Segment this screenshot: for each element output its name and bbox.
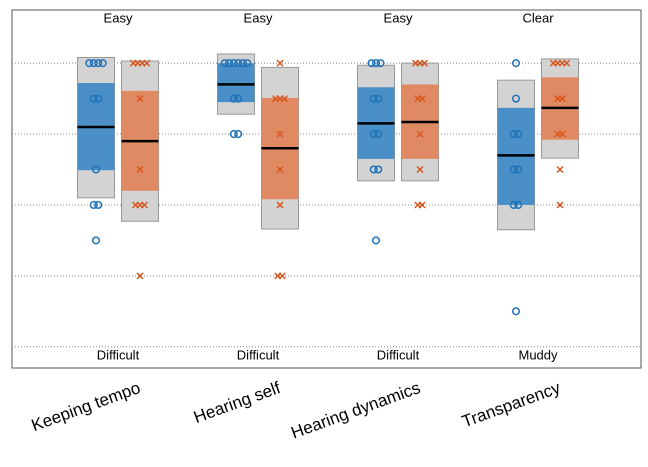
x-stroke	[141, 201, 148, 209]
point	[276, 59, 284, 67]
point	[220, 59, 229, 68]
point	[514, 130, 523, 139]
point	[276, 130, 284, 138]
point	[136, 166, 144, 173]
point	[558, 95, 566, 103]
x-tick-label: Hearing self	[191, 378, 283, 427]
point	[367, 59, 376, 68]
point	[91, 165, 101, 174]
x-stroke	[136, 95, 144, 103]
point	[225, 59, 234, 68]
point	[371, 236, 381, 245]
point	[234, 130, 243, 139]
x-stroke	[563, 59, 571, 67]
x-stroke	[143, 59, 151, 67]
top-label: Clear	[522, 10, 554, 25]
point	[141, 201, 148, 209]
x-stroke	[418, 201, 426, 209]
point	[229, 130, 238, 139]
x-stroke	[276, 59, 284, 67]
point	[509, 200, 518, 210]
point	[278, 272, 286, 280]
x-stroke	[276, 130, 284, 138]
x-stroke	[136, 272, 144, 280]
point	[418, 201, 426, 209]
bottom-label: Difficult	[377, 347, 420, 362]
point	[98, 59, 107, 68]
point	[416, 130, 424, 138]
x-tick-label: Hearing dynamics	[289, 378, 423, 442]
point	[94, 59, 103, 68]
x-stroke	[281, 95, 288, 103]
point	[369, 130, 378, 139]
top-label: Easy	[384, 10, 413, 25]
point	[418, 95, 426, 103]
x-stroke	[558, 95, 566, 103]
point	[136, 95, 144, 103]
point	[376, 59, 385, 68]
x-stroke	[421, 59, 428, 67]
x-stroke	[416, 130, 424, 138]
point	[89, 94, 98, 103]
point	[374, 94, 383, 103]
point	[369, 165, 378, 174]
point	[85, 59, 94, 68]
x-stroke	[558, 130, 566, 138]
point	[511, 59, 521, 68]
x-tick-label: Transparency	[459, 378, 563, 431]
point	[509, 130, 518, 139]
point	[94, 200, 103, 210]
point	[514, 165, 523, 174]
point	[563, 59, 571, 67]
point	[238, 59, 247, 68]
point	[229, 59, 238, 68]
point	[369, 94, 378, 103]
x-stroke	[556, 166, 564, 173]
point	[234, 59, 243, 68]
point	[234, 94, 243, 103]
plot-frame	[11, 9, 642, 369]
point	[374, 165, 383, 174]
point	[143, 59, 151, 67]
point	[514, 200, 523, 210]
bottom-label: Difficult	[97, 347, 140, 362]
x-stroke	[136, 166, 144, 173]
point	[558, 130, 566, 138]
bottom-label: Difficult	[237, 347, 280, 362]
bottom-label: Muddy	[518, 347, 558, 362]
point	[89, 59, 98, 68]
point	[374, 130, 383, 139]
point	[371, 59, 381, 68]
x-stroke	[276, 166, 284, 173]
point	[281, 95, 288, 103]
x-stroke	[278, 272, 286, 280]
point	[276, 166, 284, 173]
point	[89, 200, 98, 210]
point	[511, 307, 521, 316]
point	[136, 272, 144, 280]
point	[243, 59, 252, 68]
x-stroke	[416, 166, 424, 173]
point	[94, 94, 103, 103]
point	[421, 59, 428, 67]
x-stroke	[418, 95, 426, 103]
x-stroke	[276, 201, 284, 209]
point	[556, 201, 564, 209]
point	[509, 165, 518, 174]
point	[416, 166, 424, 173]
x-tick-label: Keeping tempo	[29, 378, 143, 435]
top-label: Easy	[104, 10, 133, 25]
point	[276, 201, 284, 209]
point	[511, 94, 521, 103]
top-label: Easy	[244, 10, 273, 25]
point	[91, 236, 101, 245]
point	[229, 94, 238, 103]
x-stroke	[556, 201, 564, 209]
point	[556, 166, 564, 173]
